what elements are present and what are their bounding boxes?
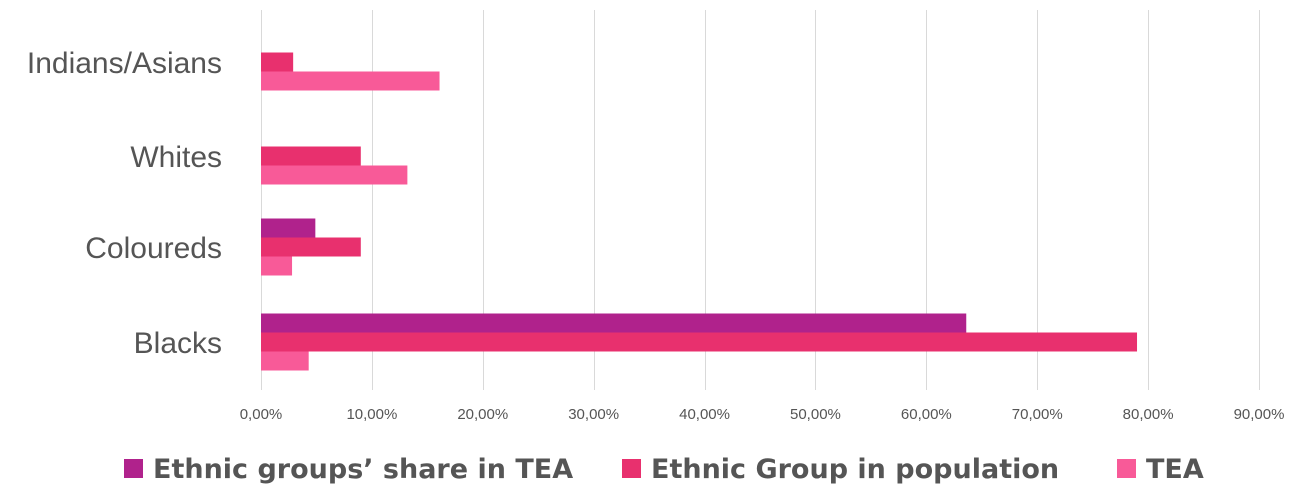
x-tick-label: 30,00% (568, 406, 619, 423)
legend-label: TEA (1146, 454, 1204, 485)
bar (261, 71, 440, 91)
legend-item: TEA (1117, 454, 1204, 485)
bar (261, 237, 361, 257)
bars (261, 52, 1138, 371)
x-tick-labels: 0,00% 10,00% 20,00% 30,00% 40,00% 50,00% 60,00… (240, 406, 1285, 423)
x-tick-label: 10,00% (346, 406, 397, 423)
bar (261, 332, 1138, 352)
legend-item: Ethnic groups’ share in TEA (124, 454, 573, 485)
x-tick-label: 60,00% (901, 406, 952, 423)
legend-label: Ethnic Group in population (651, 454, 1059, 485)
x-tick-label: 80,00% (1123, 406, 1174, 423)
x-tick-label: 90,00% (1234, 406, 1285, 423)
bar (261, 146, 361, 166)
legend-swatch (124, 459, 143, 478)
legend-swatch (622, 459, 641, 478)
category-label: Blacks (134, 327, 222, 360)
category-label: Coloureds (85, 232, 222, 265)
legend-item: Ethnic Group in population (622, 454, 1059, 485)
x-tick-label: 40,00% (679, 406, 730, 423)
bar (261, 313, 967, 333)
category-label: Indians/Asians (27, 47, 222, 80)
x-tick-label: 0,00% (240, 406, 283, 423)
bar (261, 351, 309, 371)
x-tick-label: 50,00% (790, 406, 841, 423)
x-tick-label: 70,00% (1012, 406, 1063, 423)
bar (261, 52, 294, 72)
legend-swatch (1117, 459, 1136, 478)
category-label: Whites (130, 141, 222, 174)
category-labels: Blacks Coloureds Whites Indians/Asians (27, 47, 222, 360)
bar (261, 256, 293, 276)
x-tick-label: 20,00% (457, 406, 508, 423)
legend: Ethnic groups’ share in TEA Ethnic Group … (124, 454, 1204, 485)
legend-label: Ethnic groups’ share in TEA (153, 454, 573, 485)
bar (261, 165, 408, 185)
bar (261, 218, 316, 238)
